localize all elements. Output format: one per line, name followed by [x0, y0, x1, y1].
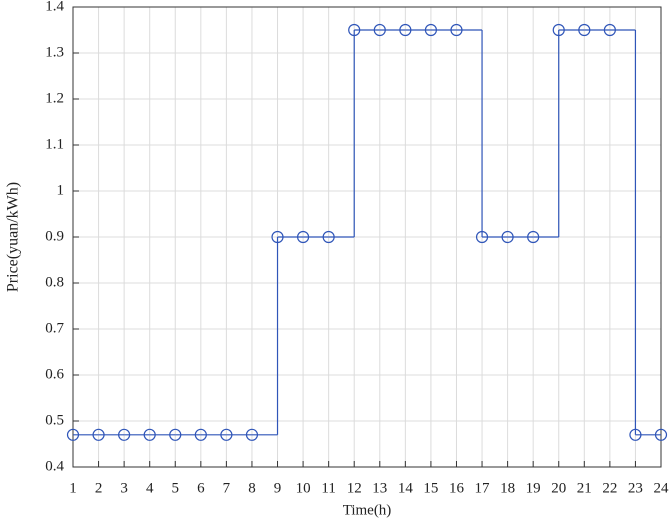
marker — [245, 428, 259, 441]
marker — [475, 230, 489, 244]
y-tick-label: 1.1 — [45, 136, 64, 152]
marker — [296, 230, 310, 244]
x-tick-label: 6 — [197, 480, 205, 496]
marker — [424, 23, 438, 37]
x-tick-label: 15 — [423, 480, 438, 496]
marker — [552, 23, 565, 37]
marker — [603, 23, 616, 37]
y-tick-label: 1 — [57, 182, 65, 198]
x-tick-label: 23 — [628, 480, 643, 496]
marker — [399, 23, 412, 37]
x-tick-label: 16 — [449, 480, 465, 496]
x-tick-label: 22 — [602, 480, 617, 496]
marker — [118, 428, 131, 441]
x-axis-title: Time(h) — [343, 502, 392, 518]
x-tick-label: 13 — [372, 480, 387, 496]
marker — [501, 230, 514, 244]
x-tick-label: 2 — [95, 480, 103, 496]
marker — [373, 23, 386, 37]
x-tick-label: 21 — [577, 480, 592, 496]
x-tick-label: 24 — [654, 480, 670, 496]
x-tick-label: 19 — [526, 480, 541, 496]
marker — [450, 23, 463, 37]
marker — [220, 428, 233, 441]
y-tick-label: 0.7 — [45, 320, 64, 336]
x-tick-label: 7 — [223, 480, 231, 496]
x-tick-label: 8 — [248, 480, 256, 496]
y-tick-label: 0.6 — [45, 366, 64, 382]
x-tick-label: 20 — [551, 480, 566, 496]
marker — [66, 428, 80, 441]
x-tick-label: 14 — [398, 480, 414, 496]
x-tick-label: 1 — [69, 480, 77, 496]
x-tick-label: 5 — [172, 480, 180, 496]
marker — [143, 428, 156, 441]
x-tick-label: 4 — [146, 480, 154, 496]
y-tick-label: 1.3 — [45, 44, 64, 60]
y-tick-label: 0.9 — [45, 228, 64, 244]
marker — [629, 428, 642, 441]
marker — [322, 230, 335, 244]
x-tick-label: 11 — [321, 480, 335, 496]
x-tick-label: 17 — [475, 480, 491, 496]
y-tick-label: 0.5 — [45, 412, 64, 428]
marker — [271, 230, 284, 244]
marker — [92, 428, 105, 441]
marker — [578, 23, 591, 37]
marker — [348, 23, 361, 37]
plot-frame — [72, 6, 662, 468]
y-axis-title: Price(yuan/kWh) — [5, 182, 22, 292]
y-tick-label: 1.2 — [45, 90, 64, 106]
marker — [527, 230, 540, 244]
marker — [654, 428, 668, 441]
x-tick-label: 18 — [500, 480, 515, 496]
x-tick-label: 12 — [347, 480, 362, 496]
x-tick-label: 9 — [274, 480, 282, 496]
x-tick-label: 10 — [296, 480, 311, 496]
y-tick-label: 1.4 — [45, 0, 64, 14]
marker — [194, 428, 207, 441]
marker — [169, 428, 182, 441]
y-tick-label: 0.4 — [45, 458, 64, 474]
x-tick-label: 3 — [120, 480, 128, 496]
y-tick-label: 0.8 — [45, 274, 64, 290]
